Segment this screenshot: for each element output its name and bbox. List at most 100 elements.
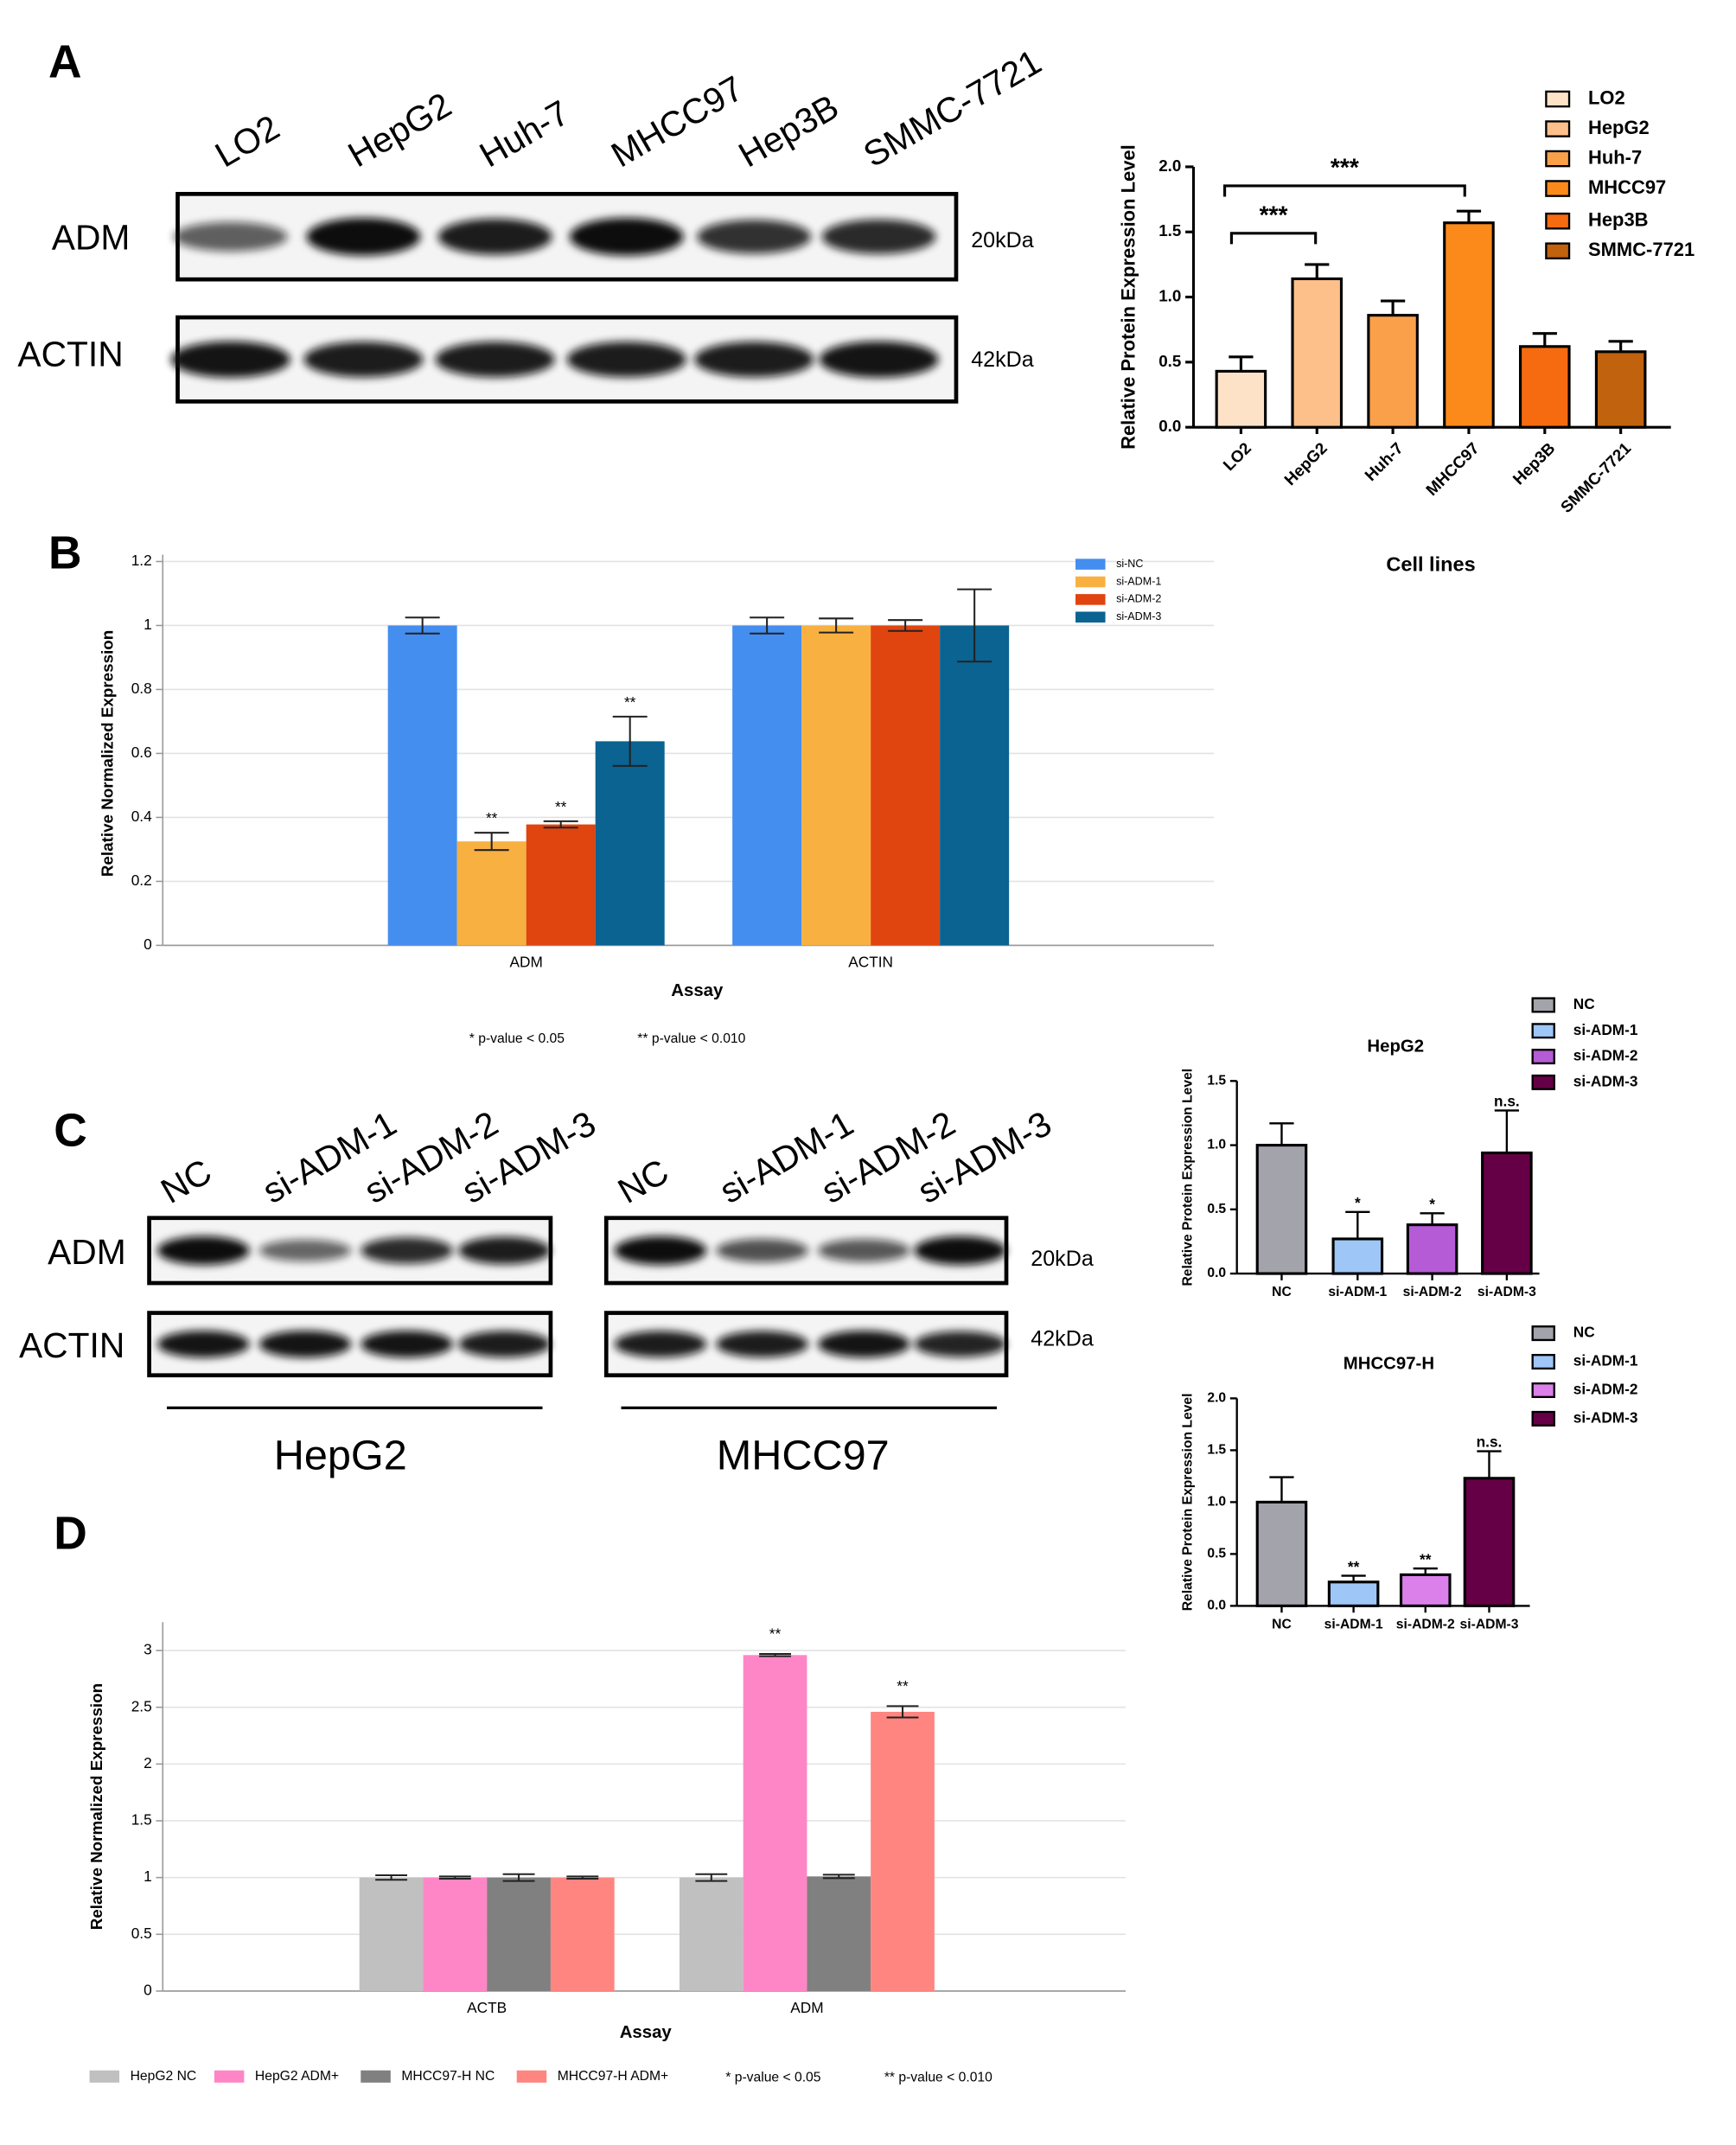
bar (732, 625, 802, 946)
y-tick-label: 1.5 (131, 1811, 152, 1829)
error-bar (405, 616, 440, 635)
lane-label: Huh-7 (473, 93, 576, 175)
blot-band (173, 221, 288, 252)
bar (1327, 1580, 1380, 1607)
error-bar (502, 1873, 535, 1882)
legend-swatch (361, 2070, 391, 2083)
blot-band (716, 1331, 808, 1357)
y-tick-label: 0.5 (1207, 1547, 1226, 1561)
row-label: ACTIN (19, 1325, 124, 1365)
blot-band (156, 1331, 250, 1358)
significance-label: ** (555, 798, 567, 815)
bar (1481, 1151, 1533, 1275)
blot-band (716, 1238, 808, 1262)
x-tick-label: ADM (790, 1999, 823, 2016)
legend-label: MHCC97-H ADM+ (558, 2069, 668, 2084)
error-bar (1229, 355, 1254, 372)
y-tick-label: 2 (144, 1754, 152, 1772)
bar (526, 824, 596, 946)
x-tick-label: HepG2 (1280, 439, 1331, 489)
y-tick-label: 2.0 (1207, 1391, 1226, 1406)
significance-label: * (1355, 1194, 1361, 1211)
y-tick-label: 0.5 (131, 1925, 152, 1942)
legend-swatch (1545, 180, 1571, 197)
significance-label: * (1429, 1195, 1435, 1212)
legend-swatch (214, 2070, 245, 2083)
panel-letter: D (54, 1509, 87, 1560)
y-tick-label: 1 (144, 616, 152, 633)
error-bar (1532, 332, 1557, 347)
legend-label: HepG2 ADM+ (255, 2069, 339, 2084)
x-tick-label: si-ADM-3 (1478, 1285, 1536, 1299)
error-bar (1305, 263, 1330, 279)
blot-band (156, 1235, 250, 1265)
panel-letter: A (48, 36, 82, 87)
legend-label: si-NC (1116, 558, 1143, 570)
x-tick-label: NC (1272, 1285, 1292, 1299)
y-axis-label: Relative Protein Expression Level (1118, 144, 1139, 450)
lane-label: NC (611, 1151, 675, 1210)
annotation: *** (1331, 154, 1359, 182)
error-bar (375, 1874, 408, 1881)
bar (1331, 1237, 1384, 1275)
x-tick-label: ADM (510, 953, 543, 970)
lane-label: MHCC97 (604, 68, 750, 176)
bar (1443, 221, 1495, 429)
x-tick-label: si-ADM-2 (1403, 1285, 1462, 1299)
error-bar (888, 619, 923, 632)
legend-swatch (1545, 242, 1571, 260)
x-tick-label: si-ADM-1 (1328, 1285, 1387, 1299)
legend-swatch (1531, 1325, 1555, 1342)
size-label: 20kDa (971, 228, 1034, 252)
chart-title: MHCC97-H (1343, 1355, 1434, 1374)
significance-bracket (1229, 232, 1318, 245)
blot-band (170, 341, 290, 378)
x-tick-label: si-ADM-2 (1396, 1618, 1455, 1632)
annotation: *** (1260, 201, 1288, 228)
y-tick-label: 1.0 (1207, 1138, 1226, 1152)
y-axis-label: Relative Protein Expression Level (1180, 1394, 1195, 1612)
significance-label: ** (1420, 1550, 1432, 1567)
bar (595, 741, 665, 946)
blot-band (361, 1237, 453, 1264)
y-tick-label: 0.4 (131, 808, 152, 825)
legend-swatch (1075, 559, 1106, 570)
significance-bracket (1223, 184, 1466, 197)
legend-swatch (1545, 212, 1571, 230)
bar (1255, 1500, 1308, 1607)
blot-band (817, 1331, 910, 1358)
error-bar (1341, 1574, 1366, 1582)
error-bar (1269, 1122, 1294, 1146)
legend-label: SMMC-7721 (1588, 239, 1695, 260)
legend-label: Hep3B (1588, 209, 1649, 231)
x-tick-label: ACTB (467, 1999, 507, 2016)
error-bar (1380, 299, 1406, 316)
legend-label: si-ADM-1 (1573, 1352, 1638, 1369)
bar (1406, 1223, 1458, 1275)
y-tick-label: 1.0 (1158, 287, 1181, 305)
y-tick-label: 0.0 (1207, 1599, 1226, 1613)
bar (1291, 277, 1343, 429)
blot-band (306, 218, 421, 256)
bar (807, 1876, 871, 1991)
lane-label: SMMC-7721 (857, 41, 1048, 175)
row-label: ADM (48, 1232, 126, 1272)
error-bar (543, 820, 578, 829)
legend-label: si-ADM-1 (1116, 575, 1161, 587)
legend-swatch (1531, 1382, 1555, 1399)
panel-letter: B (48, 527, 82, 578)
significance-label: ** (769, 1625, 782, 1643)
error-bar (1413, 1567, 1438, 1575)
y-axis-label: Relative Protein Expression Level (1180, 1069, 1195, 1286)
y-tick-label: 3 (144, 1641, 152, 1658)
blot-band (697, 220, 812, 254)
blot-band (817, 1239, 910, 1262)
significance-label: ** (624, 693, 636, 711)
significance-label: n.s. (1494, 1093, 1520, 1110)
legend-label: LO2 (1588, 86, 1625, 108)
blot-band (914, 1331, 1007, 1357)
error-bar (612, 715, 648, 767)
legend-label: si-ADM-2 (1116, 593, 1161, 605)
blot-band (566, 342, 686, 378)
